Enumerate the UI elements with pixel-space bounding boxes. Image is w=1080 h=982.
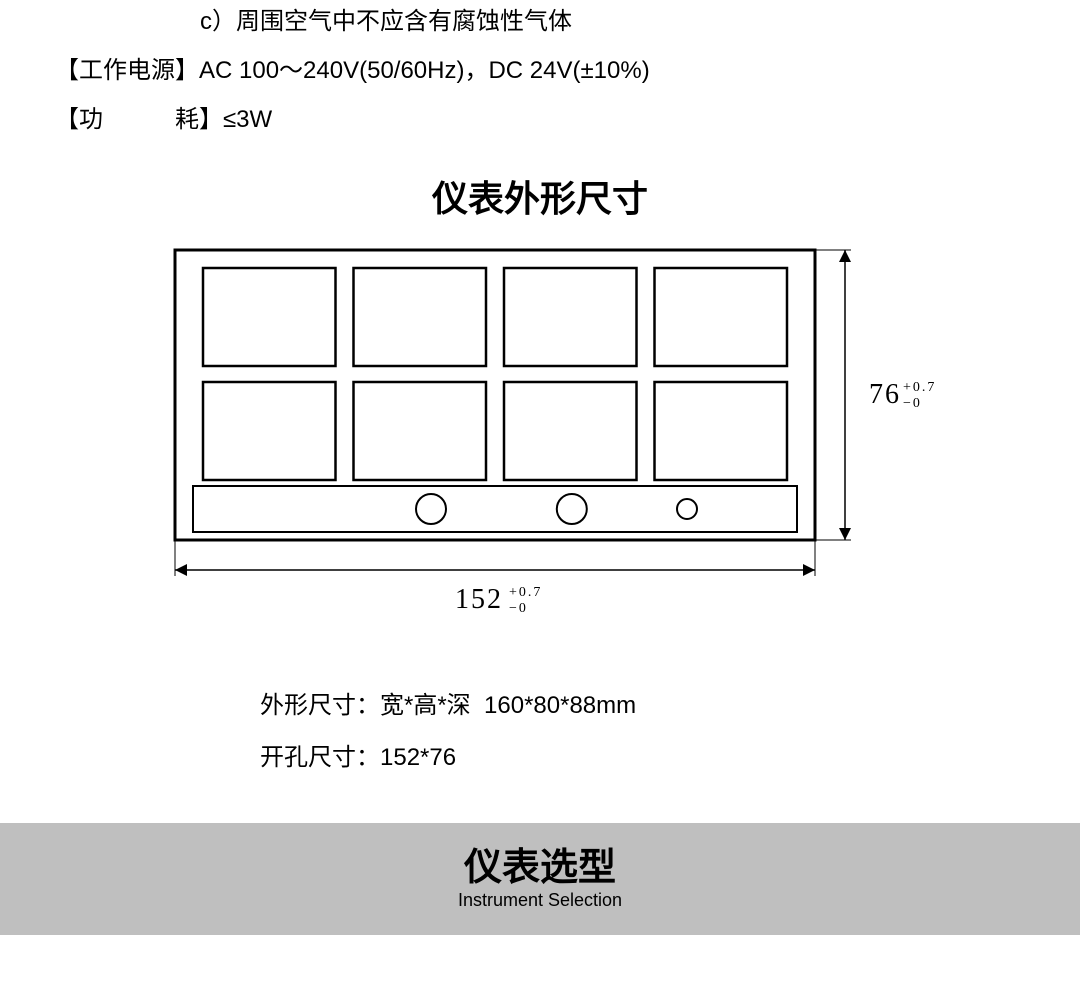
cutout-label: 开孔尺寸： bbox=[260, 744, 380, 771]
power-label: 【工作电源】 bbox=[55, 57, 199, 84]
footer-title: 仪表选型 bbox=[0, 848, 1080, 890]
cutout-value: 152*76 bbox=[380, 744, 456, 771]
footer-subtitle: Instrument Selection bbox=[0, 890, 1080, 911]
spec-line-c: c）周围空气中不应含有腐蚀性气体 bbox=[0, 0, 1080, 43]
power-value: AC 100～240V(50/60Hz)，DC 24V(±10%) bbox=[199, 57, 650, 84]
dimension-text-block: 外形尺寸：宽*高*深 160*80*88mm 开孔尺寸：152*76 bbox=[260, 680, 1080, 786]
svg-text:−0: −0 bbox=[509, 601, 528, 616]
svg-text:76: 76 bbox=[869, 379, 901, 410]
svg-text:152: 152 bbox=[455, 584, 503, 615]
svg-text:+0.7: +0.7 bbox=[509, 585, 542, 600]
consumption-value: ≤3W bbox=[223, 106, 272, 133]
cutout-dimension-line: 开孔尺寸：152*76 bbox=[260, 732, 1080, 785]
power-supply-line: 【工作电源】AC 100～240V(50/60Hz)，DC 24V(±10%) bbox=[0, 49, 1080, 92]
overall-label: 外形尺寸：宽*高*深 bbox=[260, 692, 471, 719]
power-consumption-line: 【功 耗】≤3W bbox=[0, 98, 1080, 141]
footer-band: 仪表选型 Instrument Selection bbox=[0, 823, 1080, 935]
overall-dimension-line: 外形尺寸：宽*高*深 160*80*88mm bbox=[260, 680, 1080, 733]
consumption-label-close: 耗】 bbox=[175, 106, 223, 133]
dimension-diagram: 76+0.7−0152+0.7−0 bbox=[165, 240, 1025, 640]
dimension-section-title: 仪表外形尺寸 bbox=[0, 170, 1080, 222]
svg-text:−0: −0 bbox=[903, 396, 922, 411]
consumption-label-open: 【功 bbox=[55, 106, 103, 133]
overall-value: 160*80*88mm bbox=[484, 692, 636, 719]
svg-text:+0.7: +0.7 bbox=[903, 380, 936, 395]
